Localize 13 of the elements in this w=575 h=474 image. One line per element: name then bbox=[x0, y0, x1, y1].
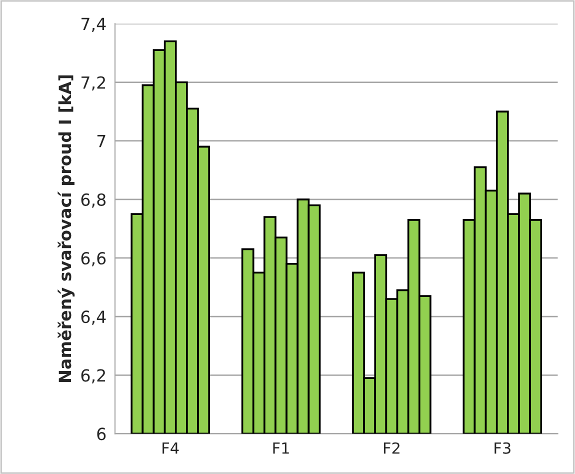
y-tick-label: 6,6 bbox=[81, 252, 106, 266]
y-tick-label: 6,8 bbox=[81, 193, 106, 208]
x-tick-label: F3 bbox=[494, 442, 510, 454]
x-tick-label: F1 bbox=[273, 442, 289, 454]
y-tick-label: 7,2 bbox=[82, 76, 105, 91]
y-tick-label: 6,2 bbox=[81, 369, 105, 384]
y-axis-title: Naměřený svařovací proud I [kA] bbox=[58, 75, 75, 382]
y-tick-label: 6,4 bbox=[81, 310, 106, 325]
x-tick-label: F2 bbox=[384, 442, 400, 454]
y-tick-label: 6 bbox=[97, 428, 106, 440]
x-tick-label: F4 bbox=[162, 442, 179, 454]
y-tick-label: 7,4 bbox=[82, 18, 106, 32]
y-tick-label: 7 bbox=[97, 135, 106, 148]
